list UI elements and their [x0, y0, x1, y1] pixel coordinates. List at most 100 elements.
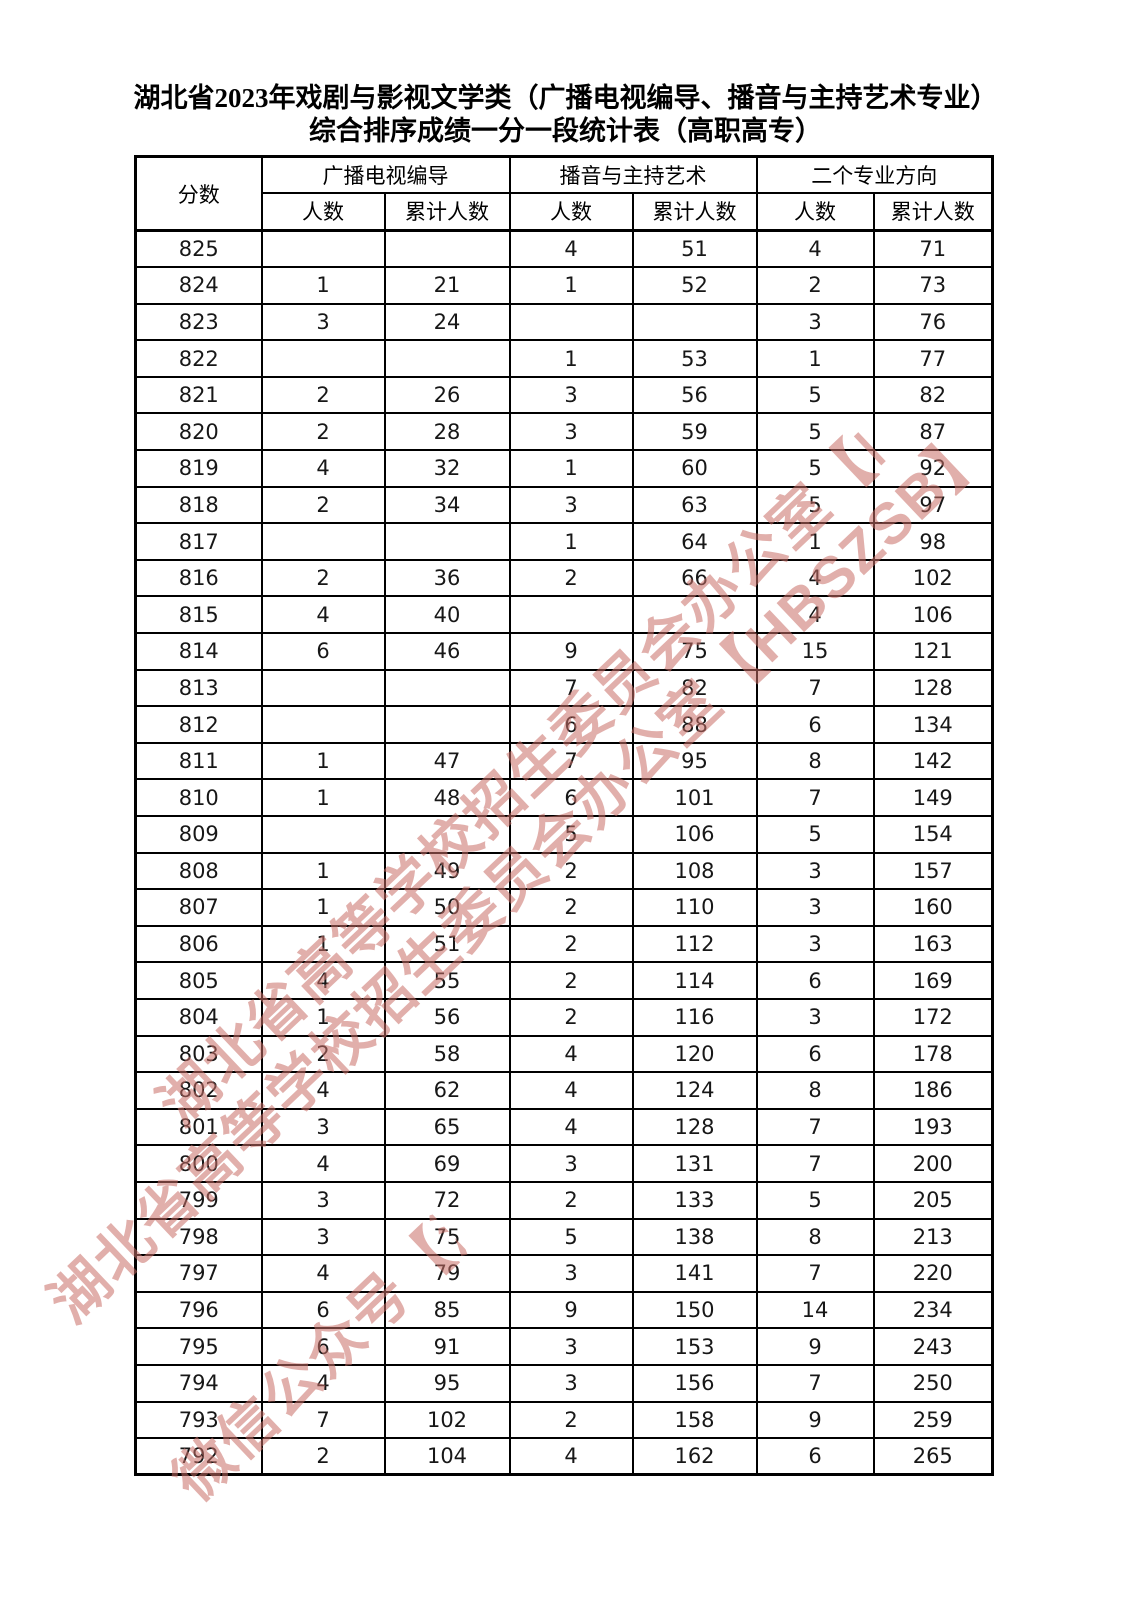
- table-row: 805 4 55 2 114 6 169: [134, 961, 994, 1000]
- cell-value: 53: [631, 339, 758, 378]
- cell-value: 24: [383, 302, 511, 342]
- table-row: 820 2 28 3 59 5 87: [134, 412, 994, 452]
- cell-value: 3: [508, 1254, 634, 1293]
- table-row: 821 2 26 3 56 5 82: [134, 375, 994, 415]
- table-row: 818 2 34 3 63 5 97: [134, 485, 994, 525]
- column-group-broadcasting-hosting: 播音与主持艺术: [508, 155, 758, 194]
- cell-value: 1: [260, 778, 386, 817]
- cell-value: 162: [631, 1437, 758, 1476]
- cell-value: 40: [383, 595, 511, 635]
- cell-value: 172: [872, 997, 994, 1037]
- cell-value: 1: [260, 924, 386, 964]
- cell-value: 2: [260, 558, 386, 598]
- table-row: 810 1 48 6 101 7 149: [134, 778, 994, 817]
- cell-value: 21: [383, 266, 511, 305]
- cell-value: 1: [755, 339, 875, 378]
- cell-value: 128: [631, 1107, 758, 1147]
- table-row: 798 3 75 5 138 8 213: [134, 1217, 994, 1257]
- cell-value: 169: [872, 961, 994, 1000]
- cell-value: 134: [872, 705, 994, 744]
- cell-score: 822: [134, 339, 263, 378]
- title-line-2: 综合排序成绩一分一段统计表（高职高专）: [309, 116, 822, 146]
- cell-value: 2: [260, 412, 386, 452]
- cell-value: 1: [508, 522, 634, 561]
- cell-value: 72: [383, 1180, 511, 1220]
- cell-value: 5: [508, 1217, 634, 1257]
- cell-value: 131: [631, 1144, 758, 1183]
- table-row: 802 4 62 4 124 8 186: [134, 1071, 994, 1110]
- cell-score: 808: [134, 851, 263, 891]
- cell-value: 2: [508, 1180, 634, 1220]
- cell-value: 66: [631, 558, 758, 598]
- cell-value: 3: [755, 851, 875, 891]
- title-line-1: 湖北省2023年戏剧与影视文学类（广播电视编导、播音与主持艺术专业）: [133, 83, 998, 113]
- cell-value: 2: [508, 1400, 634, 1440]
- cell-value: 3: [260, 302, 386, 342]
- table-row: 812 6 88 6 134: [134, 705, 994, 744]
- cell-score: 818: [134, 485, 263, 525]
- cell-value: 106: [631, 815, 758, 854]
- cell-value: 1: [508, 266, 634, 305]
- cell-value: 5: [755, 1180, 875, 1220]
- column-header-cumulative-1: 累计人数: [383, 191, 511, 232]
- cell-value: 4: [260, 449, 386, 488]
- cell-value: 128: [872, 668, 994, 708]
- cell-value: 6: [260, 1327, 386, 1366]
- cell-value: 110: [631, 888, 758, 927]
- table-row: 800 4 69 3 131 7 200: [134, 1144, 994, 1183]
- cell-value: 7: [755, 1363, 875, 1403]
- cell-value: 95: [631, 741, 758, 781]
- cell-value: 102: [872, 558, 994, 598]
- table-row: 811 1 47 7 95 8 142: [134, 741, 994, 781]
- cell-value: 6: [755, 1437, 875, 1476]
- table-row: 806 1 51 2 112 3 163: [134, 924, 994, 964]
- cell-value: 79: [383, 1254, 511, 1293]
- table-row: 801 3 65 4 128 7 193: [134, 1107, 994, 1147]
- cell-score: 794: [134, 1363, 263, 1403]
- cell-value: [383, 705, 511, 744]
- cell-value: 50: [383, 888, 511, 927]
- table-row: 816 2 36 2 66 4 102: [134, 558, 994, 598]
- cell-value: 5: [755, 412, 875, 452]
- cell-value: 36: [383, 558, 511, 598]
- cell-score: 814: [134, 632, 263, 671]
- cell-value: 2: [508, 558, 634, 598]
- cell-value: 2: [260, 1034, 386, 1074]
- cell-value: 1: [260, 997, 386, 1037]
- table-row: 814 6 46 9 75 15 121: [134, 632, 994, 671]
- cell-value: 91: [383, 1327, 511, 1366]
- cell-value: 6: [755, 705, 875, 744]
- cell-value: 108: [631, 851, 758, 891]
- cell-value: 62: [383, 1071, 511, 1110]
- column-header-count-1: 人数: [260, 191, 386, 232]
- cell-value: 8: [755, 741, 875, 781]
- cell-value: 157: [872, 851, 994, 891]
- cell-value: [383, 815, 511, 854]
- cell-value: 205: [872, 1180, 994, 1220]
- cell-score: 820: [134, 412, 263, 452]
- table-row: 815 4 40 4 106: [134, 595, 994, 635]
- cell-value: 28: [383, 412, 511, 452]
- cell-value: [508, 302, 634, 342]
- cell-value: 5: [755, 449, 875, 488]
- cell-value: 75: [383, 1217, 511, 1257]
- cell-value: [508, 595, 634, 635]
- cell-value: 193: [872, 1107, 994, 1147]
- table-header: 分数 广播电视编导 播音与主持艺术 二个专业方向 人数 累计人数 人数 累计人数…: [134, 155, 994, 232]
- table-row: 819 4 32 1 60 5 92: [134, 449, 994, 488]
- cell-value: 250: [872, 1363, 994, 1403]
- cell-value: 3: [508, 412, 634, 452]
- cell-value: 4: [508, 1071, 634, 1110]
- cell-value: 234: [872, 1290, 994, 1330]
- cell-value: 69: [383, 1144, 511, 1183]
- table-row: 797 4 79 3 141 7 220: [134, 1254, 994, 1293]
- cell-value: 47: [383, 741, 511, 781]
- cell-value: 7: [508, 741, 634, 781]
- cell-value: 7: [755, 668, 875, 708]
- cell-value: 2: [508, 961, 634, 1000]
- cell-value: 5: [755, 375, 875, 415]
- cell-value: 97: [872, 485, 994, 525]
- table-row: 807 1 50 2 110 3 160: [134, 888, 994, 927]
- cell-value: 106: [872, 595, 994, 635]
- cell-value: 3: [260, 1217, 386, 1257]
